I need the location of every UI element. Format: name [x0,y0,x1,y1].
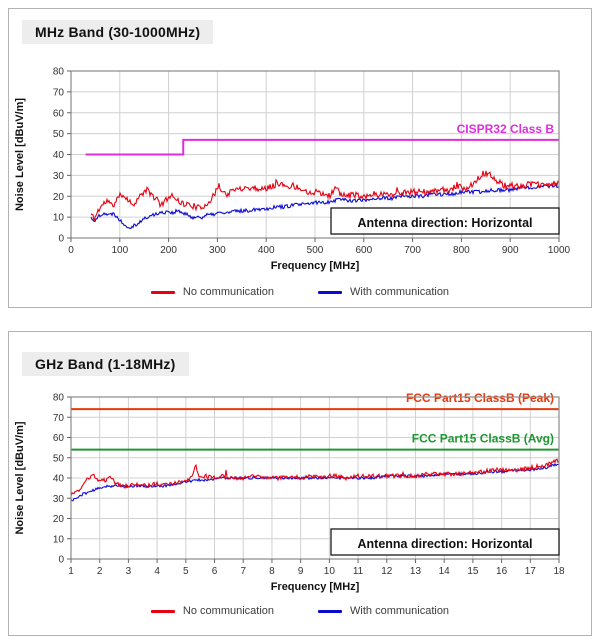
svg-text:Antenna direction: Horizontal: Antenna direction: Horizontal [358,537,533,551]
legend-item-no-communication: No communication [150,286,275,298]
svg-text:40: 40 [53,150,65,161]
svg-text:20: 20 [53,514,65,525]
svg-text:Frequency [MHz]: Frequency [MHz] [271,581,360,593]
mhz-band-panel: MHz Band (30-1000MHz) CISPR32 Class B Ant… [8,8,592,308]
svg-text:9: 9 [298,566,304,577]
svg-text:70: 70 [53,413,65,424]
svg-text:7: 7 [240,566,246,577]
legend-ghz: No communication With communication [9,605,591,617]
svg-text:16: 16 [496,566,508,577]
svg-text:30: 30 [53,494,65,505]
svg-text:Frequency [MHz]: Frequency [MHz] [271,260,360,272]
svg-text:10: 10 [53,213,65,224]
svg-text:50: 50 [53,453,65,464]
svg-text:60: 60 [53,433,65,444]
svg-text:1: 1 [68,566,74,577]
svg-text:6: 6 [212,566,218,577]
svg-text:4: 4 [154,566,160,577]
svg-text:FCC Part15 ClassB (Peak): FCC Part15 ClassB (Peak) [406,391,554,405]
svg-text:8: 8 [269,566,275,577]
legend-label-with-communication: With communication [350,605,450,617]
legend-label-no-communication: No communication [182,286,275,298]
svg-text:2: 2 [97,566,103,577]
svg-text:CISPR32 Class B: CISPR32 Class B [457,122,555,136]
red-line-icon [150,290,175,294]
legend-label-with-communication: With communication [350,286,450,298]
mhz-band-chart: CISPR32 Class B Antenna direction: Horizo… [14,67,571,273]
svg-text:Noise Level [dBuV/m]: Noise Level [dBuV/m] [14,98,26,211]
legend-item-no-communication: No communication [150,605,275,617]
svg-text:13: 13 [410,566,422,577]
chart-title-mhz-band: MHz Band (30-1000MHz) [22,20,214,44]
red-line-icon [150,609,175,613]
svg-text:70: 70 [53,87,65,98]
svg-text:3: 3 [126,566,132,577]
svg-text:10: 10 [53,534,65,545]
svg-text:20: 20 [53,192,65,203]
legend-item-with-communication: With communication [318,286,449,298]
svg-text:10: 10 [324,566,336,577]
svg-text:300: 300 [209,245,226,256]
svg-text:900: 900 [502,245,519,256]
svg-text:50: 50 [53,129,65,140]
svg-text:400: 400 [258,245,275,256]
legend-label-no-communication: No communication [182,605,275,617]
svg-text:18: 18 [553,566,565,577]
blue-line-icon [318,290,343,294]
svg-text:200: 200 [160,245,177,256]
svg-text:800: 800 [453,245,470,256]
svg-text:FCC Part15 ClassB (Avg): FCC Part15 ClassB (Avg) [412,432,554,446]
ghz-band-panel: GHz Band (1-18MHz) FCC Part15 ClassB (Pe… [8,331,592,636]
svg-text:80: 80 [53,67,65,78]
svg-text:Noise Level [dBuV/m]: Noise Level [dBuV/m] [14,421,26,534]
svg-text:17: 17 [525,566,537,577]
svg-text:5: 5 [183,566,189,577]
svg-text:Antenna direction: Horizontal: Antenna direction: Horizontal [358,216,533,230]
legend-mhz: No communication With communication [9,286,591,298]
svg-text:500: 500 [307,245,324,256]
svg-text:15: 15 [467,566,479,577]
svg-text:12: 12 [381,566,393,577]
svg-text:600: 600 [355,245,372,256]
svg-text:40: 40 [53,474,65,485]
svg-text:11: 11 [353,566,364,577]
svg-text:700: 700 [404,245,421,256]
svg-text:1000: 1000 [548,245,571,256]
svg-text:60: 60 [53,108,65,119]
svg-text:100: 100 [111,245,128,256]
svg-text:0: 0 [68,245,74,256]
chart-title-ghz-band: GHz Band (1-18MHz) [22,352,189,376]
ghz-band-chart: FCC Part15 ClassB (Peak) FCC Part15 Class… [14,391,565,593]
svg-text:80: 80 [53,393,65,404]
svg-text:0: 0 [58,555,64,566]
svg-text:30: 30 [53,171,65,182]
legend-item-with-communication: With communication [318,605,449,617]
blue-line-icon [318,609,343,613]
svg-text:14: 14 [439,566,451,577]
svg-text:0: 0 [58,234,64,245]
